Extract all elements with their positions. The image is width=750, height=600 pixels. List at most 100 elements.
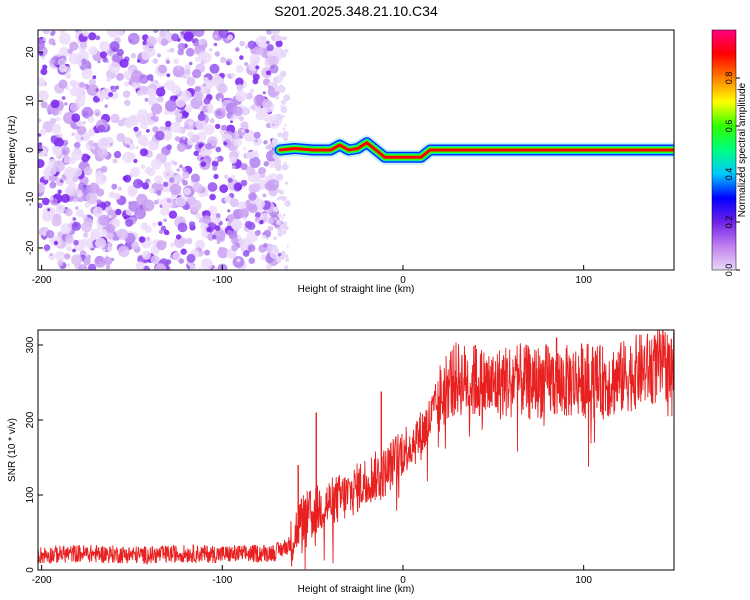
noise-blob [213,42,218,47]
spectrogram-x-tick-label: 100 [575,275,592,286]
noise-blob [200,258,213,270]
noise-blob [58,64,67,73]
noise-blob [159,126,165,133]
noise-blob [255,110,266,121]
signal-track-core [278,141,674,159]
noise-blob [261,234,267,239]
spectrogram-y-tick-label: 0 [25,147,36,153]
noise-blob [50,99,60,109]
noise-blob [90,228,102,240]
noise-blob [250,182,261,193]
noise-blob [190,173,200,183]
noise-blob [282,127,286,131]
noise-blob [82,132,91,142]
noise-blob [106,60,110,63]
noise-blob [178,113,183,118]
noise-blob [140,222,149,231]
noise-blob [69,53,81,65]
noise-blob [197,113,206,121]
noise-blob [38,38,45,51]
noise-blob [282,115,285,118]
noise-blob [104,104,108,108]
noise-blob [247,40,256,49]
noise-blob [80,213,84,217]
noise-blob [226,229,233,236]
noise-blob [242,250,250,257]
noise-blob [50,135,57,142]
noise-blob [117,186,122,191]
noise-blob [149,187,155,194]
noise-blob [56,117,61,122]
noise-blob [280,99,286,105]
noise-blob [50,208,56,214]
noise-blob [282,230,287,235]
colorbar-tick-label: 0.8 [724,72,734,85]
noise-blob [42,232,47,237]
noise-blob [226,61,231,66]
noise-blob [218,30,229,39]
noise-blob [63,112,76,125]
noise-blob [235,47,240,52]
noise-blob [60,146,70,156]
noise-blob [256,47,264,56]
noise-blob [184,104,193,113]
noise-blob [57,260,64,267]
noise-blob [207,182,218,192]
noise-blob [103,256,113,266]
noise-blob [160,225,167,231]
noise-blob [275,95,279,100]
noise-blob [241,129,245,133]
noise-blob [38,77,46,87]
noise-blob [283,225,289,231]
spectrogram-x-tick-label: -100 [212,275,232,286]
noise-blob [150,255,159,264]
noise-blob [263,243,268,248]
noise-blob [284,124,287,127]
noise-blob [154,175,164,185]
noise-blob [156,87,166,97]
noise-blob [77,62,82,67]
noise-blob [125,218,134,227]
noise-blob [97,124,106,133]
noise-blob [280,234,283,237]
noise-blob [50,31,55,37]
noise-blob [73,198,77,203]
noise-blob [249,88,255,94]
noise-blob [92,206,104,218]
noise-blob [141,182,150,190]
noise-blob [38,183,45,194]
noise-blob [74,141,81,149]
noise-blob [276,257,282,263]
noise-blob [283,94,291,102]
noise-blob [69,79,77,87]
spectrogram-x-tick-label: 0 [400,275,406,286]
noise-blob [181,171,190,179]
noise-blob [73,239,79,246]
noise-blob [192,69,202,79]
noise-blob [265,263,272,270]
noise-blob [53,137,64,148]
noise-blob [79,81,85,88]
noise-blob [51,123,62,135]
noise-blob [130,52,137,59]
noise-blob [284,254,289,258]
noise-blob [192,182,203,193]
noise-blob [69,41,79,51]
noise-blob [249,156,261,168]
snr-x-tick-label: 0 [400,575,406,586]
noise-blob [128,190,136,198]
noise-blob [142,44,150,52]
noise-blob [109,142,113,146]
noise-blob [203,97,211,105]
noise-blob [240,179,248,187]
noise-blob [274,209,277,212]
noise-blob [235,77,244,87]
noise-blob [206,226,212,233]
noise-blob [95,112,100,116]
snr-x-tick-label: -100 [212,575,232,586]
noise-blob [240,121,249,130]
noise-blob [221,124,228,131]
noise-blob [275,182,277,185]
noise-blob [163,82,168,87]
noise-blob [175,98,186,108]
